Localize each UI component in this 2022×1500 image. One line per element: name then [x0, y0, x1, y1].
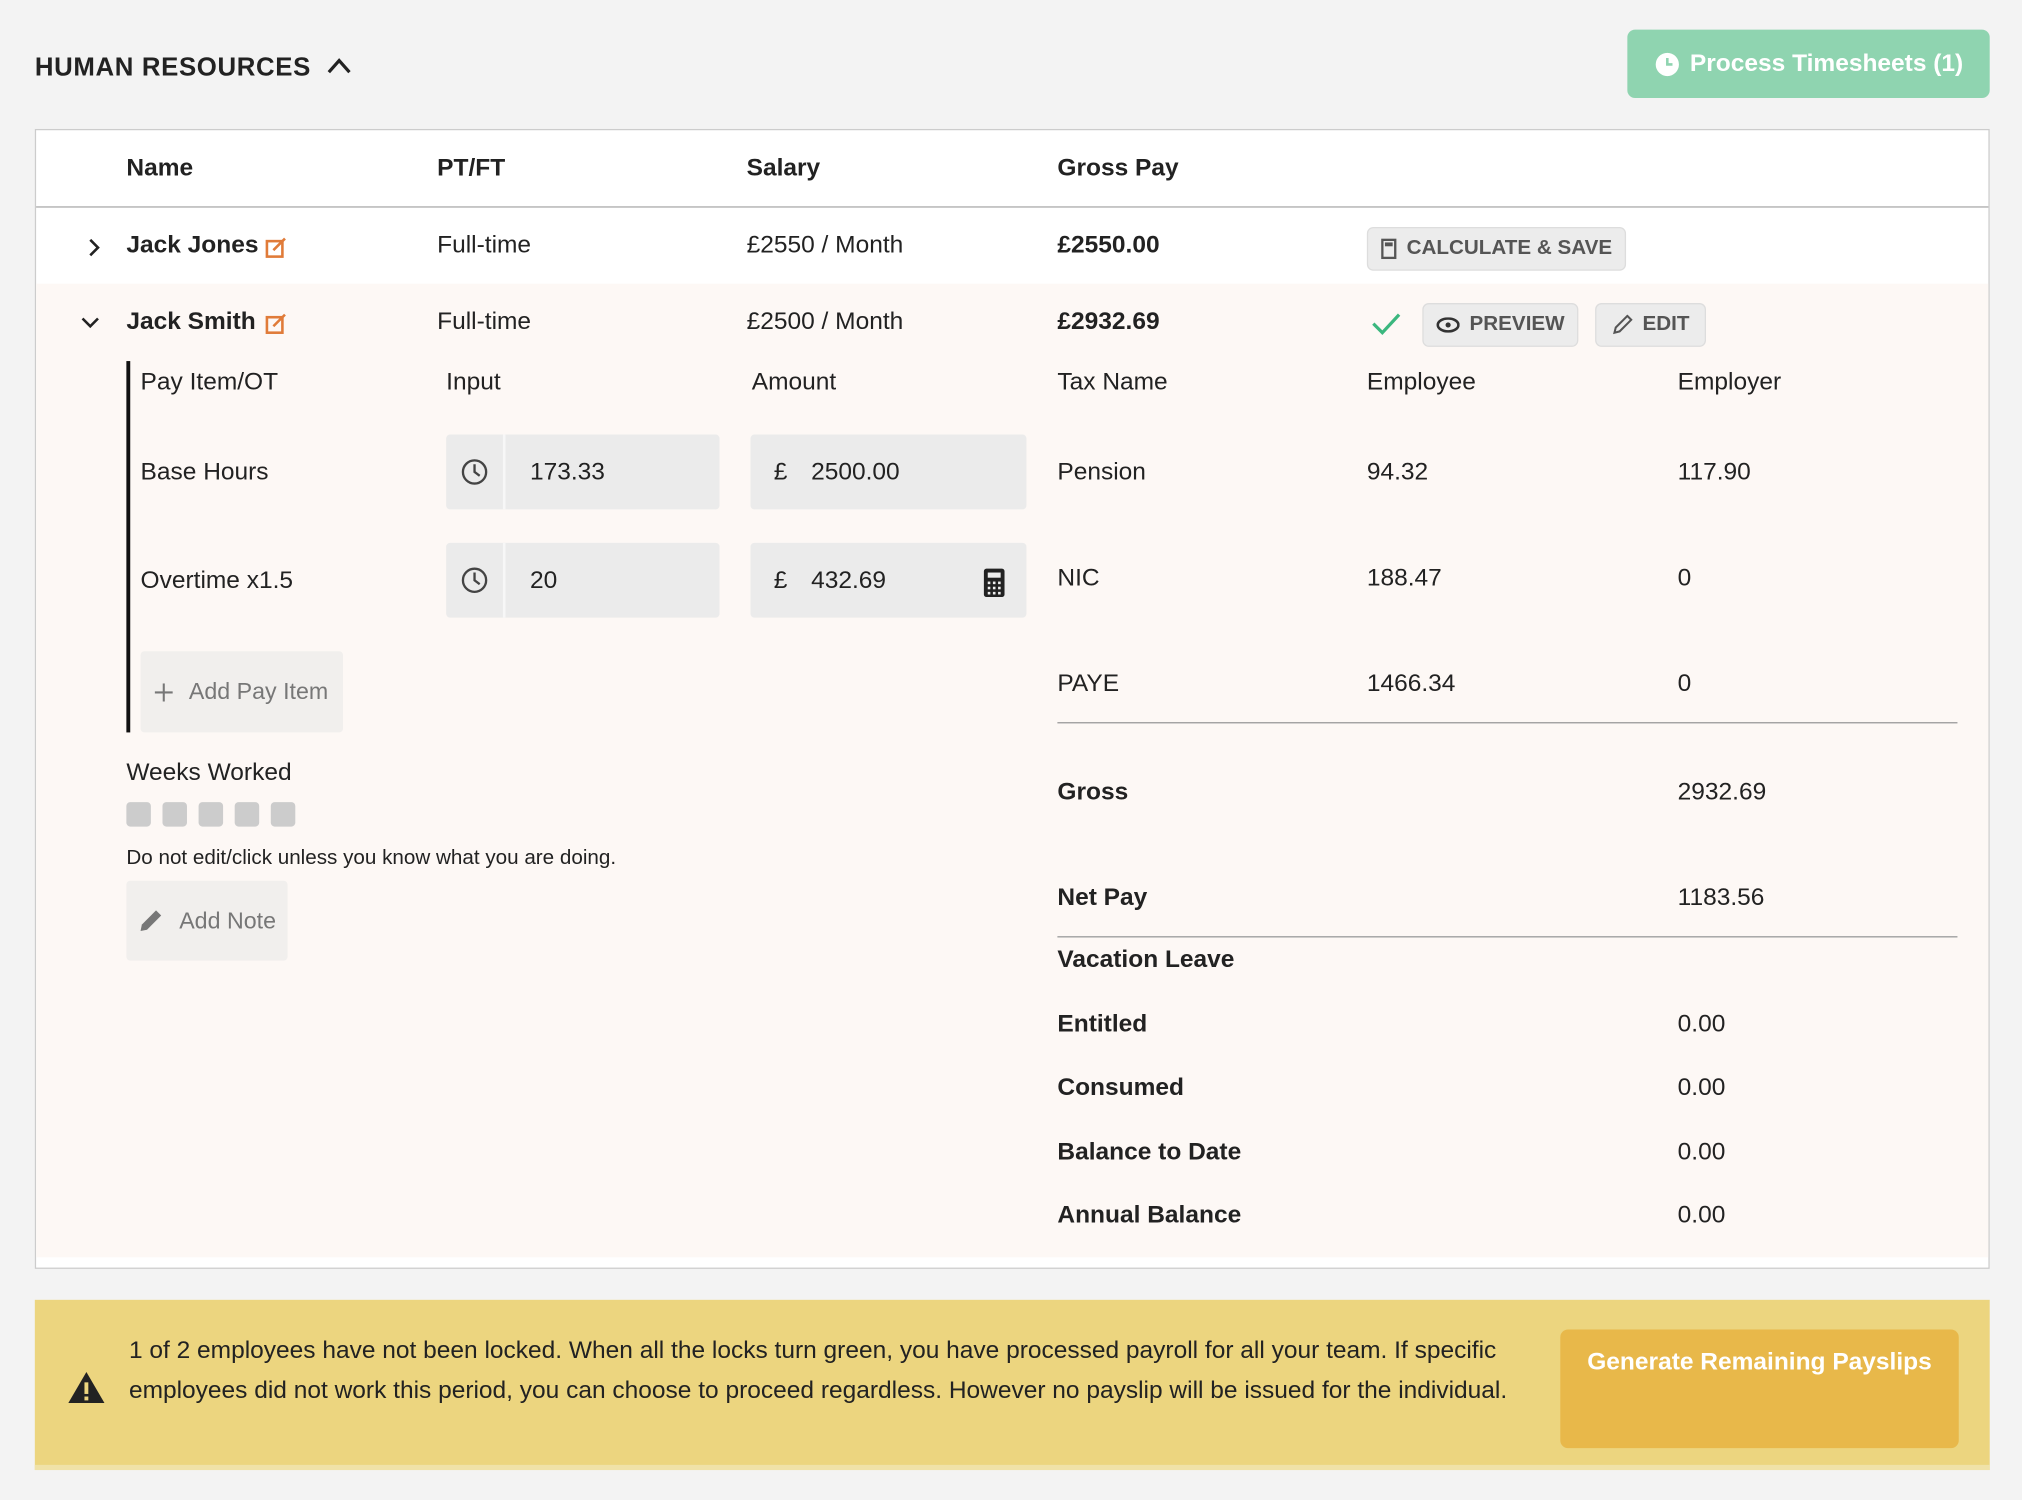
employee-tax: 188.47 [1366, 564, 1442, 592]
vacation-label: Annual Balance [1057, 1201, 1242, 1229]
hours-input[interactable] [446, 542, 720, 618]
vacation-title: Vacation Leave [1057, 946, 1235, 974]
eye-icon [1435, 317, 1460, 333]
sub-header: Employer [1677, 368, 1782, 396]
week-checkbox[interactable] [126, 802, 151, 827]
button-label: EDIT [1642, 313, 1690, 336]
employment-type: Full-time [437, 308, 532, 336]
amount-value: 2500.00 [811, 459, 900, 487]
week-checkbox[interactable] [198, 802, 224, 827]
employee-name[interactable]: Jack Jones [126, 232, 259, 260]
vacation-label: Entitled [1057, 1010, 1148, 1039]
pencil-icon [1612, 314, 1633, 335]
amount-input[interactable] [750, 542, 1027, 618]
week-checkbox[interactable] [162, 802, 187, 827]
total-label: Gross [1057, 778, 1129, 806]
pay-item-name: Base Hours [140, 459, 269, 487]
button-label: Add Pay Item [188, 678, 329, 705]
total-value: 2932.69 [1677, 778, 1767, 806]
employer-tax: 0 [1677, 564, 1692, 592]
column-header: Gross Pay [1057, 154, 1179, 182]
total-label: Net Pay [1057, 884, 1148, 912]
button-label: Process Timesheets (1) [1689, 49, 1964, 77]
tax-name: NIC [1057, 564, 1100, 592]
plus-icon [155, 682, 174, 701]
week-checkbox[interactable] [270, 802, 296, 827]
pencil-icon [140, 910, 162, 932]
tax-name: Pension [1057, 459, 1146, 487]
week-checkbox[interactable] [234, 802, 260, 827]
pay-item-name: Overtime x1.5 [140, 567, 294, 595]
vacation-label: Balance to Date [1057, 1138, 1242, 1166]
locked-check [1372, 313, 1401, 336]
total-value: 1183.56 [1677, 884, 1765, 912]
alert-text: 1 of 2 employees have not been locked. W… [128, 1337, 1508, 1405]
preview-button[interactable]: PREVIEW [1422, 303, 1579, 347]
column-header: PT/FT [437, 154, 506, 182]
vacation-value: 0.00 [1677, 1201, 1726, 1229]
detail-bar [126, 361, 131, 733]
column-header: Name [126, 154, 194, 182]
salary: £2500 / Month [746, 308, 904, 336]
input-value: 20 [529, 567, 558, 595]
hours-input[interactable] [446, 434, 720, 510]
sub-header: Amount [751, 368, 837, 396]
section-title: HUMAN RESOURCES [34, 53, 312, 82]
edit-icon[interactable] [264, 236, 287, 259]
warning-icon [68, 1372, 105, 1403]
add-note-button[interactable]: Add Note [126, 880, 288, 961]
calculator-icon [1380, 238, 1397, 260]
vacation-value: 0.00 [1677, 1074, 1726, 1102]
calculator-icon[interactable] [983, 567, 1006, 598]
add-pay-item-button[interactable]: Add Pay Item [140, 651, 344, 733]
warning-text: Do not edit/click unless you know what y… [126, 847, 617, 870]
salary: £2550 / Month [746, 232, 904, 260]
amount-input[interactable] [750, 434, 1027, 510]
clock-icon [1655, 52, 1679, 76]
employee-name[interactable]: Jack Smith [126, 308, 256, 336]
clock-icon [461, 567, 488, 594]
employee-tax: 1466.34 [1366, 670, 1456, 698]
vacation-value: 0.00 [1677, 1010, 1726, 1039]
sub-header: Pay Item/OT [140, 368, 279, 396]
process-timesheets-button[interactable]: Process Timesheets (1) [1627, 29, 1990, 99]
weeks-label: Weeks Worked [126, 759, 292, 787]
expanded-row [36, 283, 1989, 1258]
employer-tax: 117.90 [1677, 459, 1751, 487]
input-value: 173.33 [529, 459, 605, 487]
tax-name: PAYE [1057, 670, 1120, 698]
employee-tax: 94.32 [1366, 459, 1429, 487]
calculate-save-button[interactable]: CALCULATE & SAVE [1366, 226, 1627, 271]
button-label: PREVIEW [1469, 313, 1565, 336]
employer-tax: 0 [1677, 670, 1692, 698]
vacation-value: 0.00 [1677, 1138, 1726, 1166]
button-label: Add Note [179, 907, 276, 933]
employment-type: Full-time [437, 232, 532, 260]
sub-header: Input [446, 368, 501, 396]
amount-value: 432.69 [811, 567, 887, 595]
edit-button[interactable]: EDIT [1595, 303, 1707, 347]
button-label: CALCULATE & SAVE [1406, 237, 1613, 260]
gross-pay: £2932.69 [1057, 308, 1160, 336]
sub-header: Employee [1366, 368, 1476, 396]
collapse-row-icon[interactable] [80, 313, 101, 331]
currency: £ [773, 459, 788, 487]
generate-payslips-button[interactable]: Generate Remaining Payslips [1560, 1329, 1959, 1449]
clock-icon [461, 459, 488, 485]
column-header: Salary [746, 154, 821, 182]
collapse-icon[interactable] [326, 55, 352, 76]
sub-header: Tax Name [1057, 368, 1168, 396]
expand-icon[interactable] [85, 237, 103, 258]
gross-pay: £2550.00 [1057, 232, 1160, 260]
edit-icon[interactable] [264, 312, 287, 335]
vacation-label: Consumed [1057, 1074, 1185, 1102]
currency: £ [773, 567, 788, 595]
